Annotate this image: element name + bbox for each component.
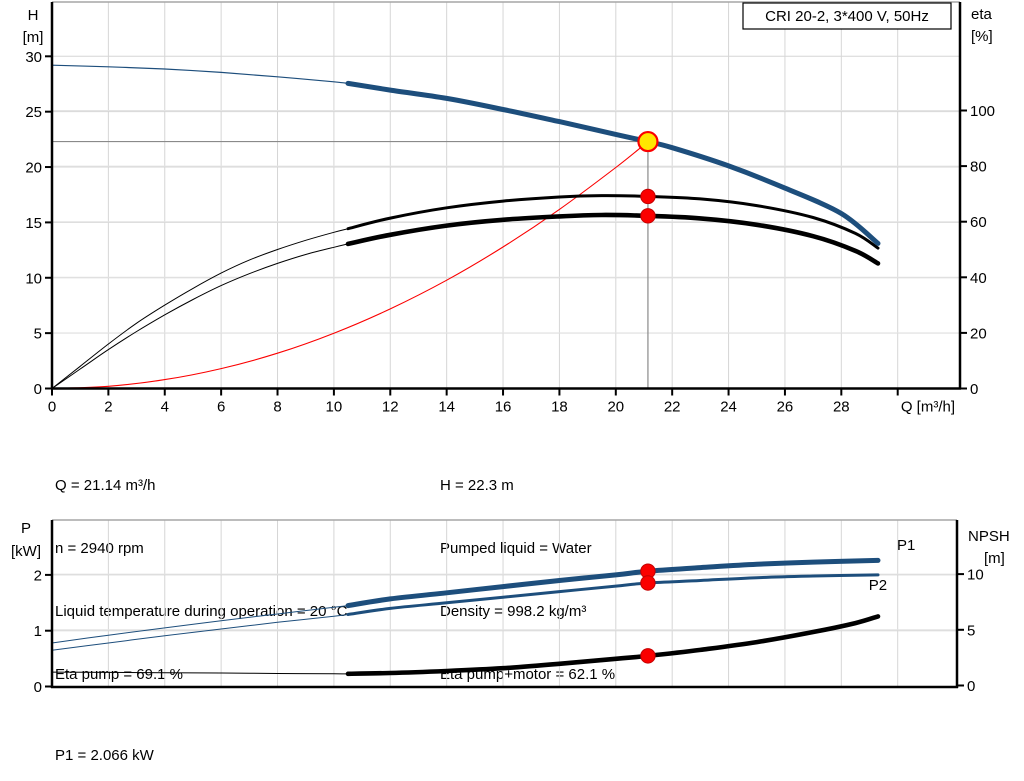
readout-speed: n = 2940 rpm [55, 540, 144, 557]
power-readouts: P1 = 2.066 kW P2 = 1.855 kW NPSH = 2.66 … [55, 703, 160, 781]
left-axis-title: P [21, 520, 31, 537]
x-tick-label: 6 [217, 399, 225, 416]
left-axis-title: [m] [23, 29, 44, 46]
pump-title: CRI 20-2, 3*400 V, 50Hz [765, 8, 929, 25]
eta-pump [346, 194, 880, 250]
x-tick-label: 14 [438, 399, 455, 416]
readout-pumped-liquid: Pumped liquid = Water [440, 540, 592, 557]
npsh-curve-thin [51, 671, 349, 675]
hq-eta-chart: 0 2 4 6 8 10 12 14 16 18 20 22 24 26 28 Q [m³/h]0510152… [23, 1, 995, 416]
left-tick-label: 25 [25, 104, 42, 121]
eta-pump-thin [51, 228, 349, 389]
x-tick-label: 0 [48, 399, 56, 416]
right-tick-label: 40 [970, 270, 987, 287]
x-tick-label: 28 [833, 399, 850, 416]
npsh-point-marker [640, 648, 656, 664]
x-tick-label: 8 [273, 399, 281, 416]
duty-point-marker[interactable] [637, 130, 659, 153]
readout-density: Density = 998.2 kg/m³ [440, 603, 587, 620]
right-tick-label: 10 [967, 567, 984, 584]
eta-pump-point-marker [640, 188, 656, 205]
readout-liquid-temperature: Liquid temperature during operation = 20… [55, 603, 348, 620]
right-axis-title: eta [971, 6, 993, 23]
right-axis-title: [m] [984, 550, 1005, 567]
readout-p1: P1 = 2.066 kW [55, 747, 154, 764]
series-label-p2: P2 [869, 577, 887, 594]
pump-title-box [742, 2, 952, 30]
left-tick-label: 0 [34, 679, 42, 696]
right-axis-title: NPSH [968, 528, 1010, 545]
readout-flow: Q = 21.14 m³/h [55, 477, 156, 494]
system-curve [51, 141, 649, 390]
right-tick-label: 5 [967, 622, 975, 639]
left-tick-label: 10 [25, 270, 42, 287]
eta-pump-motor-thin [51, 243, 349, 389]
x-tick-label: 26 [777, 399, 794, 416]
left-tick-label: 30 [25, 49, 42, 66]
x-tick-label: 16 [495, 399, 512, 416]
x-tick-label: 20 [607, 399, 624, 416]
left-tick-label: 0 [34, 381, 42, 398]
readout-eta-pump: Eta pump = 69.1 % [55, 666, 183, 683]
left-tick-label: 15 [25, 215, 42, 232]
p2-curve [346, 573, 880, 616]
left-tick-label: 20 [25, 160, 42, 177]
right-tick-label: 60 [970, 214, 987, 231]
right-tick-label: 0 [967, 678, 975, 695]
p1-curve [345, 557, 881, 609]
pump-curve-thin [51, 64, 349, 84]
npsh-curve [345, 614, 881, 677]
duty-readouts-left: Q = 21.14 m³/h n = 2940 rpm Liquid tempe… [55, 433, 347, 727]
left-tick-label: 2 [34, 567, 42, 584]
x-tick-label: 24 [720, 399, 737, 416]
x-tick-label: 4 [161, 399, 169, 416]
readout-head: H = 22.3 m [440, 477, 514, 494]
eta-pump-motor [345, 212, 881, 266]
eta-pump-motor-point-marker [640, 208, 656, 224]
x-axis-title: Q [m³/h] [901, 399, 955, 416]
x-tick-label: 18 [551, 399, 568, 416]
pump-curve [345, 80, 881, 246]
x-tick-label: 22 [664, 399, 681, 416]
p2-point-marker [640, 575, 656, 591]
left-tick-label: 5 [34, 326, 42, 343]
right-tick-label: 80 [970, 159, 987, 176]
x-tick-label: 2 [104, 399, 112, 416]
x-tick-label: 10 [326, 399, 343, 416]
left-tick-label: 1 [34, 623, 42, 640]
p2-curve-thin [51, 614, 349, 651]
right-axis-title: [%] [971, 28, 993, 45]
right-tick-label: 100 [970, 103, 995, 120]
right-tick-label: 0 [970, 381, 978, 398]
power-npsh-chart: P1 P2 0 1 2 0 5 10 P [kW] NPSH [m] [11, 519, 1010, 696]
p1-curve-thin [51, 605, 349, 644]
x-tick-label: 12 [382, 399, 399, 416]
series-label-p1: P1 [897, 537, 915, 554]
left-axis-title: [kW] [11, 543, 41, 560]
right-tick-label: 20 [970, 325, 987, 342]
left-axis-title: H [28, 7, 39, 24]
